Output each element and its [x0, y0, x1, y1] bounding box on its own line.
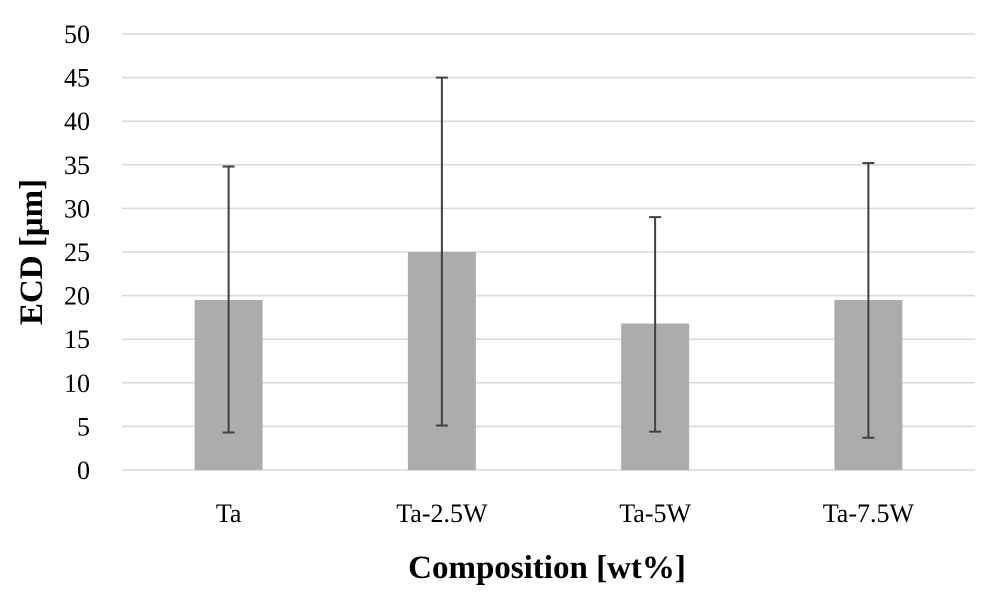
- y-tick-label: 15: [64, 325, 90, 354]
- error-bar: [435, 76, 448, 427]
- y-tick-labels: 0 5 10 15 20 25 30 35 40 45 50: [64, 20, 90, 485]
- x-tick-labels: Ta Ta-2.5W Ta-5W Ta-7.5W: [216, 499, 915, 528]
- error-bars: [222, 76, 875, 439]
- y-tick-label: 0: [77, 456, 90, 485]
- y-tick-label: 5: [77, 412, 90, 441]
- y-axis-title: ECD [μm]: [14, 179, 50, 325]
- gridlines: [122, 33, 975, 471]
- y-tick-label: 25: [64, 238, 90, 267]
- y-tick-label: 10: [64, 369, 90, 398]
- y-tick-label: 20: [64, 282, 90, 311]
- y-tick-label: 35: [64, 151, 90, 180]
- error-bar: [862, 162, 875, 439]
- x-tick-label: Ta-5W: [619, 499, 691, 528]
- x-tick-label: Ta: [216, 499, 242, 528]
- x-axis-title: Composition [wt%]: [408, 550, 686, 586]
- y-tick-label: 50: [64, 20, 90, 49]
- x-tick-label: Ta-2.5W: [396, 499, 488, 528]
- y-tick-label: 30: [64, 194, 90, 223]
- error-bar: [649, 216, 662, 433]
- y-tick-label: 40: [64, 107, 90, 136]
- bars: [194, 252, 903, 470]
- x-tick-label: Ta-7.5W: [823, 499, 915, 528]
- error-bar: [222, 165, 235, 434]
- y-tick-label: 45: [64, 64, 90, 93]
